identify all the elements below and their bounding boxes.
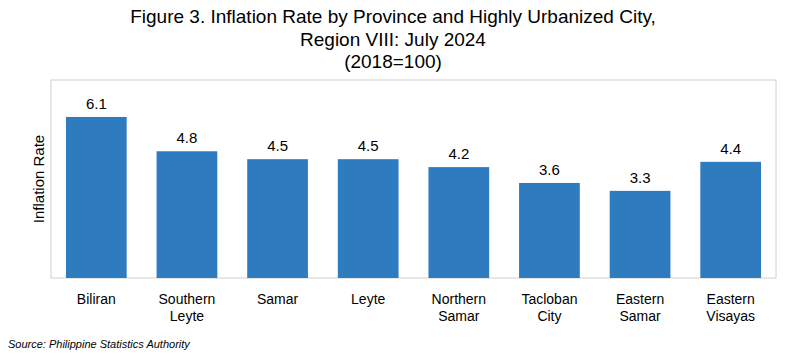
data-label: 4.8 [177,129,198,146]
chart: Figure 3. Inflation Rate by Province and… [0,0,786,354]
bar [157,151,218,278]
subtitle: (2018=100) [344,51,442,72]
category-label: Biliran [77,291,116,307]
plot-frame [51,80,776,278]
title: Figure 3. Inflation Rate by Province and… [130,6,656,27]
y-axis-label: Inflation Rate [30,135,47,223]
data-label: 4.4 [720,140,741,157]
data-label: 4.2 [448,145,469,162]
category-label: Leyte [351,291,385,307]
bar [610,191,671,278]
category-label: EasternSamar [616,291,664,324]
data-label: 3.3 [630,169,651,186]
bar [428,167,489,278]
category-label: NorthernSamar [432,291,486,324]
category-label: SouthernLeyte [159,291,216,324]
source-note: Source: Philippine Statistics Authority [8,338,191,350]
category-label: EasternVisayas [706,291,755,324]
data-label: 3.6 [539,161,560,178]
data-label: 6.1 [86,95,107,112]
data-label: 4.5 [267,137,288,154]
bar [338,159,399,278]
bar [247,159,308,278]
bar [700,162,761,278]
bar [66,117,127,278]
subtitle: Region VIII: July 2024 [300,29,486,50]
data-label: 4.5 [358,137,379,154]
bars [66,117,761,278]
category-label: TaclobanCity [521,291,577,324]
bar [519,183,580,278]
category-label: Samar [257,291,299,307]
